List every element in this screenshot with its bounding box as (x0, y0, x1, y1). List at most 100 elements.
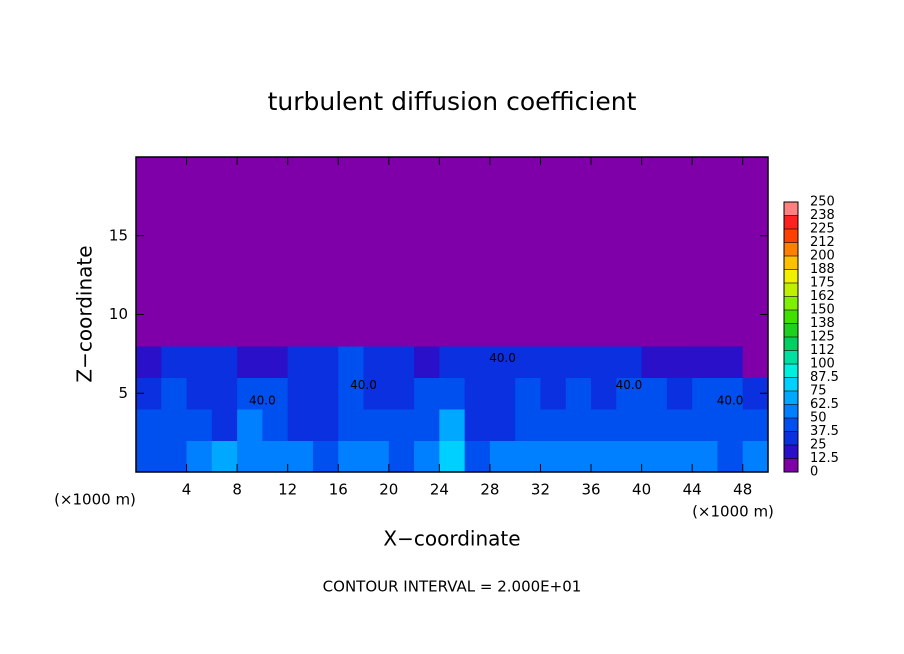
heat-cell (666, 283, 693, 315)
colorbar-label: 100 (810, 357, 835, 372)
heat-cell (287, 157, 314, 189)
heat-cell (565, 220, 592, 252)
colorbar-label: 175 (810, 276, 835, 291)
heat-cell (515, 283, 541, 315)
heat-cell (338, 188, 365, 221)
heat-cell (616, 157, 643, 189)
heat-cell (717, 188, 744, 221)
colorbar-swatch (784, 269, 798, 283)
heat-cell (616, 283, 643, 315)
heat-cell (439, 251, 466, 284)
heat-cell (717, 409, 744, 441)
heat-cell (515, 157, 541, 189)
heat-cell (540, 377, 567, 410)
heat-cell (489, 346, 516, 378)
heat-cell (136, 188, 162, 221)
heat-cell (641, 157, 668, 189)
heat-cell (363, 377, 390, 410)
colorbar-label: 225 (810, 222, 835, 237)
colorbar-label: 87.5 (810, 370, 839, 385)
heat-cell (641, 251, 668, 284)
colorbar-swatch (784, 310, 798, 324)
x-tick-label: 32 (531, 481, 550, 499)
heat-cell (186, 157, 213, 189)
heat-cell (414, 346, 440, 378)
x-axis-label: X−coordinate (383, 527, 520, 551)
heat-cell (515, 440, 541, 473)
heat-cell (515, 314, 541, 347)
colorbar-swatch (784, 418, 798, 432)
heat-cell (363, 346, 390, 378)
heat-cell (742, 440, 769, 473)
heat-cell (287, 346, 314, 378)
heat-cell (540, 157, 567, 189)
heat-cell (616, 314, 643, 347)
heat-cell (666, 409, 693, 441)
heat-cell (136, 283, 162, 315)
heat-cell (464, 440, 491, 473)
heat-cell (641, 188, 668, 221)
heat-cell (692, 283, 718, 315)
heat-cell (515, 220, 541, 252)
heat-cell (540, 220, 567, 252)
heat-cell (591, 157, 617, 189)
heat-cell (616, 188, 643, 221)
heat-cell (742, 409, 769, 441)
heat-cell (136, 157, 162, 189)
heat-cell (439, 188, 466, 221)
contour-label: 40.0 (717, 394, 744, 408)
x-tick-label: 28 (480, 481, 499, 499)
heat-cell (489, 251, 516, 284)
x-tick-label: 24 (430, 481, 449, 499)
heat-cell (186, 440, 213, 473)
colorbar-label: 75 (810, 384, 827, 399)
x-tick-label: 8 (232, 481, 242, 499)
heat-cell (161, 220, 188, 252)
heat-cell (464, 188, 491, 221)
heat-cell (388, 440, 415, 473)
heat-cell (161, 314, 188, 347)
colorbar-swatch (784, 337, 798, 351)
colorbar-label: 0 (810, 465, 818, 480)
heat-cell (338, 346, 365, 378)
heat-cell (211, 220, 238, 252)
heat-cell (489, 377, 516, 410)
heat-cell (414, 377, 440, 410)
heat-cell (692, 346, 718, 378)
heat-cell (287, 409, 314, 441)
heat-cell (136, 440, 162, 473)
heat-cell (489, 314, 516, 347)
heat-cell (312, 220, 339, 252)
heat-cell (211, 346, 238, 378)
heat-cell (464, 220, 491, 252)
heat-cell (565, 346, 592, 378)
colorbar-label: 150 (810, 303, 835, 318)
heat-cell (363, 157, 390, 189)
heat-cell (641, 377, 668, 410)
heat-cell (591, 188, 617, 221)
heat-cell (363, 283, 390, 315)
x-tick-label: 48 (733, 481, 752, 499)
heat-cell (515, 409, 541, 441)
heat-cell (540, 346, 567, 378)
colorbar-label: 50 (810, 411, 827, 426)
colorbar-label: 25 (810, 438, 827, 453)
colorbar-label: 138 (810, 316, 835, 331)
heat-cell (540, 314, 567, 347)
heat-cell (439, 157, 466, 189)
heat-cell (136, 251, 162, 284)
heat-cell (616, 440, 643, 473)
heat-cell (565, 409, 592, 441)
heat-cell (388, 157, 415, 189)
x-tick-label: 4 (182, 481, 192, 499)
heat-cell (363, 220, 390, 252)
heat-cell (287, 220, 314, 252)
heat-cell (262, 346, 289, 378)
heat-cell (414, 440, 440, 473)
colorbar-swatch (784, 215, 798, 229)
heat-cell (237, 409, 263, 441)
heat-cell (161, 346, 188, 378)
y-tick-label: 10 (109, 305, 128, 323)
colorbar-swatch (784, 404, 798, 418)
colorbar-label: 37.5 (810, 424, 839, 439)
